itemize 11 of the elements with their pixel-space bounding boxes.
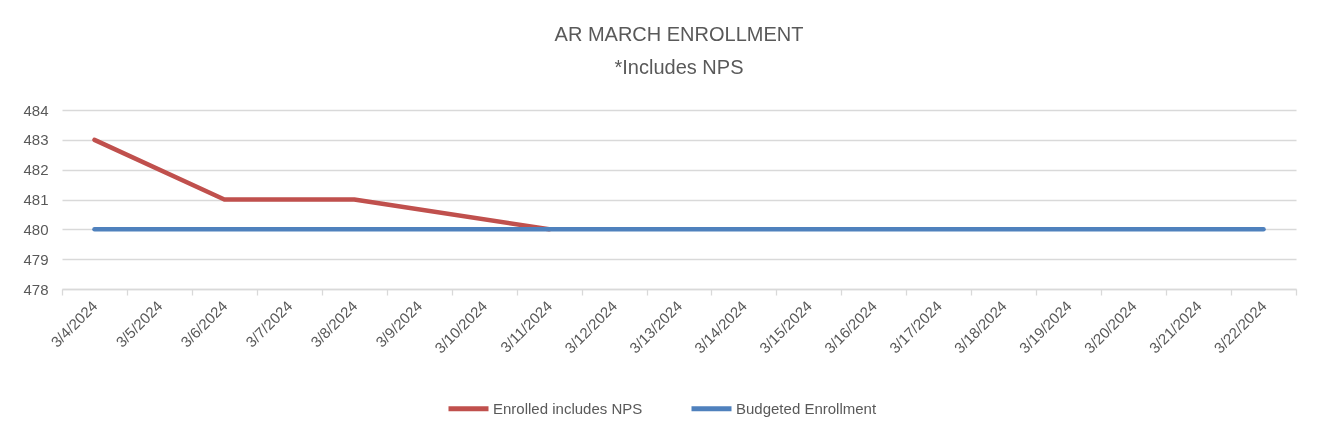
chart-subtitle: *Includes NPS [614,56,744,78]
legend-label: Budgeted Enrollment [736,399,877,417]
y-tick-label: 481 [23,191,49,208]
y-tick-label: 480 [23,220,49,238]
chart-title: AR MARCH ENROLLMENT [554,23,804,45]
y-tick-label: 478 [23,280,49,298]
legend-label: Enrolled includes NPS [493,399,643,417]
y-tick-label: 479 [23,250,49,268]
y-tick-label: 482 [23,161,49,179]
y-tick-label: 484 [23,101,49,119]
y-tick-label: 483 [23,131,49,149]
